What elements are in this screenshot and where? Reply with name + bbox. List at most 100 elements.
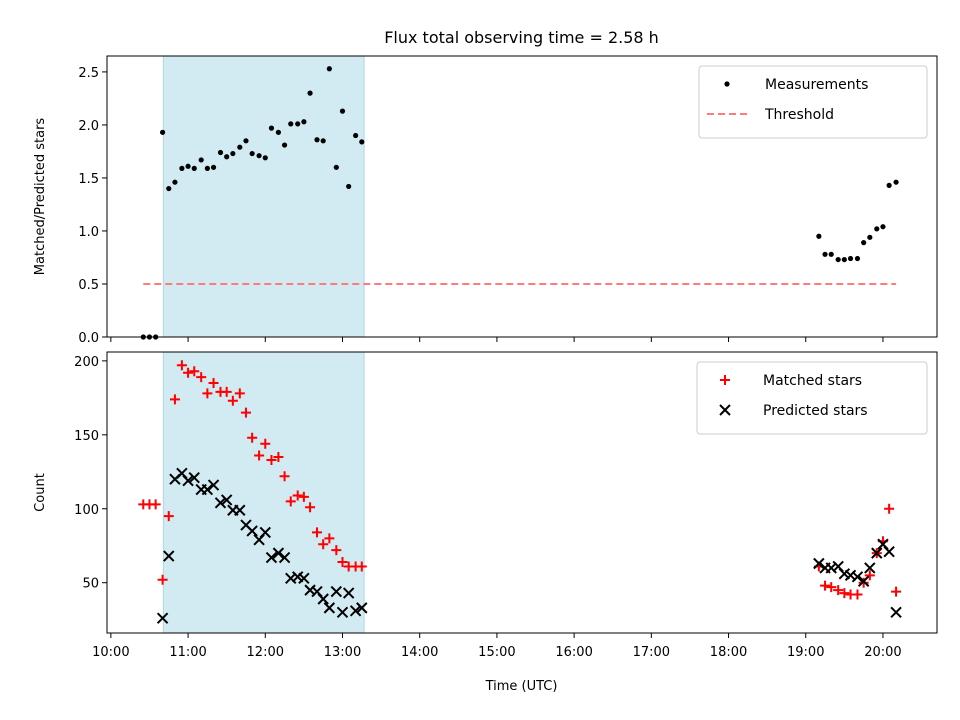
data-point xyxy=(301,119,307,125)
data-point xyxy=(243,138,249,144)
data-point xyxy=(281,142,288,148)
data-point xyxy=(182,474,194,487)
data-point xyxy=(883,545,895,558)
data-point xyxy=(867,234,873,240)
chart-title: Flux total observing time = 2.58 h xyxy=(384,28,659,47)
x-tick-label: 19:00 xyxy=(787,645,824,660)
x-tick-label: 10:00 xyxy=(92,645,129,660)
panel-2: 50 100 150 200 10:00 11:00 12:00 13:00 14:00 15:0… xyxy=(33,351,938,660)
data-point xyxy=(163,511,174,522)
data-point xyxy=(201,483,214,496)
data-point xyxy=(204,165,210,171)
axes-frame xyxy=(106,351,938,634)
y-tick-label: 150 xyxy=(74,429,99,444)
data-point xyxy=(288,121,294,127)
data-point xyxy=(871,547,883,559)
data-point xyxy=(221,386,232,397)
data-point xyxy=(234,504,246,516)
data-point xyxy=(230,150,236,157)
data-point xyxy=(826,582,837,593)
data-point xyxy=(323,602,336,614)
data-point xyxy=(273,452,284,463)
data-point xyxy=(191,165,197,171)
legend-swatch xyxy=(720,375,730,385)
data-point xyxy=(150,499,161,510)
series-measurements xyxy=(140,66,899,340)
data-point xyxy=(237,144,243,150)
data-point xyxy=(214,497,227,509)
legend-label: Threshold xyxy=(764,107,834,123)
x-tick-label: 14:00 xyxy=(401,645,438,660)
data-point xyxy=(349,605,362,617)
data-point xyxy=(254,450,265,461)
data-point xyxy=(188,472,200,484)
data-point xyxy=(279,471,290,482)
data-point xyxy=(318,539,329,550)
data-point xyxy=(333,164,339,170)
chart-panels: 0.0 0.5 1.0 1.5 2.0 2.5 Matched/Predicted star… xyxy=(33,55,938,660)
data-point xyxy=(298,572,310,584)
legend-swatch xyxy=(724,81,730,87)
legend-box xyxy=(698,65,928,139)
data-point xyxy=(822,251,828,257)
y-tick-label: 200 xyxy=(74,355,99,370)
data-point xyxy=(820,580,831,591)
y-tick-label: 100 xyxy=(74,503,99,518)
data-point xyxy=(246,525,258,537)
data-point xyxy=(156,612,169,624)
data-point xyxy=(176,360,187,371)
x-tick-label: 17:00 xyxy=(633,645,670,660)
data-point xyxy=(217,149,224,156)
axes-frame xyxy=(106,55,938,338)
data-point xyxy=(262,155,268,161)
data-point xyxy=(893,179,899,185)
legend-label: Matched stars xyxy=(763,373,862,389)
x-tick-label: 11:00 xyxy=(169,645,206,660)
data-point xyxy=(169,394,180,405)
data-point xyxy=(854,255,861,262)
data-point xyxy=(220,494,233,506)
data-point xyxy=(339,108,346,114)
data-point xyxy=(157,574,168,585)
data-point xyxy=(224,154,230,160)
data-point xyxy=(183,367,194,378)
x-tick-label: 16:00 xyxy=(555,645,592,660)
x-tick-label: 20:00 xyxy=(864,645,901,660)
legend-box xyxy=(696,361,928,435)
observing-interval-band xyxy=(163,56,365,337)
data-point xyxy=(268,125,275,131)
data-point xyxy=(295,121,301,127)
data-point xyxy=(314,137,320,143)
y-axis-label: Count xyxy=(33,473,48,512)
data-point xyxy=(353,132,359,139)
data-point xyxy=(880,224,886,230)
data-point xyxy=(326,66,332,72)
x-axis-label: Time (UTC) xyxy=(485,679,558,694)
y-axis-label: Matched/Predicted stars xyxy=(33,118,48,276)
data-point xyxy=(196,372,207,383)
data-point xyxy=(172,179,178,185)
data-point xyxy=(185,163,191,169)
y-tick-label: 2.0 xyxy=(78,119,99,134)
data-point xyxy=(331,545,342,556)
data-point xyxy=(839,588,850,599)
data-point xyxy=(265,551,278,564)
data-point xyxy=(305,502,316,513)
data-point xyxy=(285,496,296,507)
data-point xyxy=(337,557,348,568)
data-point xyxy=(330,585,343,598)
data-point xyxy=(813,557,825,570)
data-point xyxy=(317,593,329,605)
data-point xyxy=(179,165,185,171)
data-point xyxy=(874,226,880,232)
data-point xyxy=(234,388,245,399)
data-point xyxy=(356,561,367,572)
data-point xyxy=(359,139,365,145)
x-tick-label: 15:00 xyxy=(478,645,515,660)
data-point xyxy=(336,606,349,619)
data-point xyxy=(851,571,864,583)
data-point xyxy=(256,153,262,159)
data-point xyxy=(320,138,326,144)
legend: Measurements Threshold xyxy=(698,65,928,139)
